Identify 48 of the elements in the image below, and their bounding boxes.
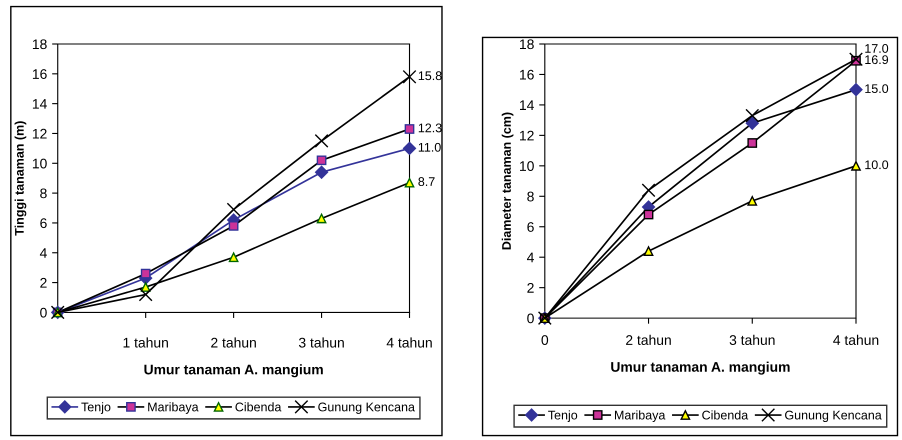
x-tick-label: 4 tahun xyxy=(386,337,432,348)
y-tick-label: 0 xyxy=(527,313,534,324)
y-tick-label: 16 xyxy=(32,69,47,79)
y-tick-label: 4 xyxy=(526,252,534,262)
y-tick-label: 8 xyxy=(40,188,47,198)
x-tick-label: 3 tahun xyxy=(298,337,344,348)
legend-label: Maribaya xyxy=(148,402,199,414)
legend-label: Gunung Kencana xyxy=(318,402,415,414)
y-tick-label: 12 xyxy=(32,128,47,138)
y-tick-label: 8 xyxy=(527,192,534,202)
data-label: 17.0 xyxy=(865,44,888,53)
data-label: 15.8 xyxy=(418,71,442,80)
y-tick-label: 16 xyxy=(520,70,534,80)
y-tick-label: 10 xyxy=(32,158,47,168)
legend-label: Tenjo xyxy=(548,410,578,422)
y-tick-label: 0 xyxy=(40,308,47,318)
legend-label: Gunung Kencana xyxy=(785,410,882,422)
y-tick-label: 6 xyxy=(40,218,47,228)
data-label: 8.7 xyxy=(418,177,435,186)
y-tick-label: 14 xyxy=(520,100,534,110)
y-axis-title: Tinggi tanaman (m) xyxy=(14,121,26,236)
y-tick-label: 14 xyxy=(32,99,47,109)
legend-label: Tenjo xyxy=(81,402,110,414)
legend-label: Cibenda xyxy=(235,402,282,412)
data-label: 16.9 xyxy=(865,55,888,64)
y-tick-label: 12 xyxy=(520,130,534,140)
data-label: 12.3 xyxy=(418,123,442,132)
y-axis-title: Diameter tanaman (cm) xyxy=(502,112,514,250)
y-tick-label: 2 xyxy=(527,282,534,293)
y-tick-label: 4 xyxy=(40,248,47,258)
x-tick-label: 3 tahun xyxy=(730,334,775,345)
data-label: 15.0 xyxy=(865,84,888,94)
legend-label: Maribaya xyxy=(614,410,666,422)
data-label: 10.0 xyxy=(865,160,888,170)
x-axis-title: Umur tanaman A. mangium xyxy=(144,364,323,378)
legend-label: Cibenda xyxy=(702,410,748,420)
x-tick-label: 2 tahun xyxy=(211,337,256,348)
y-tick-label: 6 xyxy=(527,222,534,232)
x-tick-label: 0 xyxy=(541,335,548,345)
data-label: 11.0 xyxy=(418,142,441,152)
x-axis-title: Umur tanaman A. mangium xyxy=(611,362,790,375)
x-tick-label: 4 tahun xyxy=(833,334,878,345)
y-tick-label: 10 xyxy=(520,161,534,171)
y-tick-label: 18 xyxy=(520,39,534,50)
x-tick-label: 1 tahun xyxy=(124,337,168,348)
x-tick-label: 2 tahun xyxy=(626,334,671,345)
y-tick-label: 2 xyxy=(40,278,47,288)
y-tick-label: 18 xyxy=(32,39,47,50)
